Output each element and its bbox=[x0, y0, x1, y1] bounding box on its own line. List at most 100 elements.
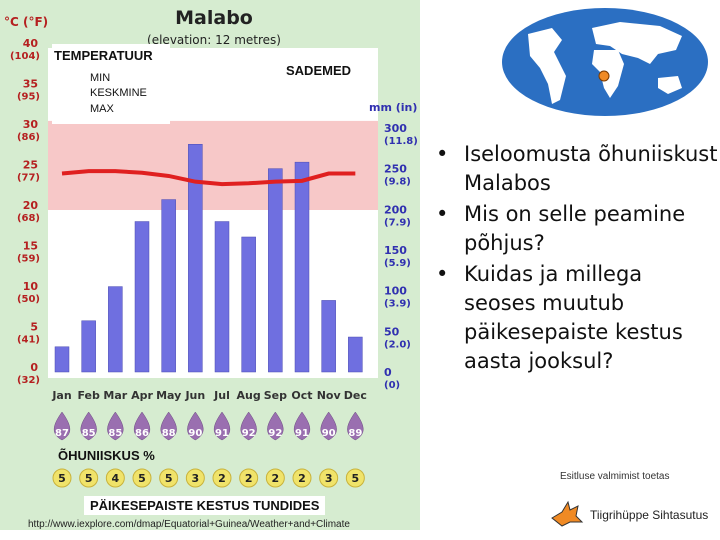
rainfall-bar bbox=[54, 346, 70, 373]
sunshine-circle bbox=[292, 468, 312, 488]
temp-tick-f: (68) bbox=[17, 213, 40, 224]
rain-tick-mm: 0 bbox=[384, 366, 392, 379]
rain-tick-in: (9.8) bbox=[384, 177, 411, 188]
chart-subtitle: (elevation: 12 metres) bbox=[147, 33, 281, 47]
sunshine-circle bbox=[239, 468, 259, 488]
humidity-value: 86 bbox=[135, 428, 149, 439]
temp-tick-f: (41) bbox=[17, 335, 40, 346]
sunshine-circle bbox=[212, 468, 232, 488]
sunshine-circle bbox=[105, 468, 125, 488]
source-url[interactable]: http://www.iexplore.com/dmap/Equatorial+… bbox=[28, 519, 350, 530]
rain-tick-in: (2.0) bbox=[384, 339, 411, 350]
rainfall-bar bbox=[108, 286, 123, 373]
tiger-icon bbox=[551, 500, 584, 527]
month-label: May bbox=[156, 389, 181, 402]
rain-tick-mm: 250 bbox=[384, 163, 407, 176]
temp-tick-f: (86) bbox=[17, 132, 40, 143]
rain-tick-mm: 100 bbox=[384, 285, 407, 298]
sunshine-circle bbox=[52, 468, 72, 488]
temp-tick-c: 35 bbox=[23, 78, 38, 91]
month-label: Dec bbox=[344, 389, 367, 402]
legend-keskmine: KESKMINE bbox=[90, 87, 147, 99]
sunshine-value: 2 bbox=[298, 472, 306, 485]
sunshine-value: 5 bbox=[138, 472, 146, 485]
rain-tick-in: (5.9) bbox=[384, 258, 411, 269]
rain-tick-mm: 150 bbox=[384, 244, 407, 257]
temperature-axis: 40(104)35(95)30(86)25(77)20(68)15(59)10(… bbox=[10, 37, 40, 386]
humidity-drop bbox=[133, 411, 151, 441]
humidity-value: 85 bbox=[82, 428, 96, 439]
humidity-value: 87 bbox=[55, 428, 69, 439]
sunshine-circle bbox=[185, 468, 205, 488]
humidity-drop bbox=[293, 411, 311, 441]
label-paikesepaiste: PÄIKESEPAISTE KESTUS TUNDIDES bbox=[84, 496, 326, 515]
map-land-europe-asia bbox=[592, 22, 682, 64]
question-item: Mis on selle peamine põhjus? bbox=[432, 200, 718, 258]
humidity-value: 92 bbox=[242, 428, 256, 439]
question-item: Iseloomusta õhuniiskust Malabos bbox=[432, 140, 718, 198]
humidity-value: 85 bbox=[108, 428, 122, 439]
rainfall-bar bbox=[161, 199, 176, 373]
temp-tick-f: (77) bbox=[17, 173, 40, 184]
humidity-drop bbox=[53, 411, 71, 441]
temperature-range-band bbox=[48, 120, 378, 210]
temp-tick-c: 0 bbox=[30, 361, 38, 374]
rain-unit-label: mm (in) bbox=[369, 101, 417, 114]
rainfall-bar bbox=[134, 221, 150, 373]
sunshine-circle bbox=[265, 468, 285, 488]
humidity-drop bbox=[267, 411, 284, 441]
rainfall-bar bbox=[321, 300, 336, 373]
humidity-drop bbox=[107, 411, 124, 441]
sunshine-circle bbox=[319, 468, 339, 488]
month-label: Oct bbox=[291, 389, 312, 402]
temp-tick-f: (59) bbox=[17, 254, 40, 265]
month-label: Jul bbox=[213, 389, 230, 402]
humidity-drop bbox=[80, 411, 97, 441]
sunshine-circle bbox=[345, 468, 365, 488]
month-label: Nov bbox=[317, 389, 342, 402]
sunshine-value: 5 bbox=[58, 472, 66, 485]
rainfall-bar bbox=[188, 144, 203, 373]
rain-tick-mm: 300 bbox=[384, 122, 407, 135]
humidity-value: 90 bbox=[188, 428, 202, 439]
rain-tick-in: (0) bbox=[384, 380, 400, 391]
sunshine-value: 5 bbox=[85, 472, 93, 485]
temp-tick-c: 5 bbox=[30, 321, 38, 334]
temp-tick-f: (32) bbox=[17, 375, 40, 386]
sunshine-value: 2 bbox=[272, 472, 280, 485]
legend-box bbox=[52, 44, 170, 124]
humidity-drop bbox=[347, 411, 364, 441]
question-item: Kuidas ja millega seoses muutub päikesep… bbox=[432, 260, 718, 376]
month-label: Feb bbox=[77, 389, 100, 402]
sunshine-circle bbox=[79, 468, 99, 488]
sunshine-value: 2 bbox=[245, 472, 253, 485]
sunshine-circle bbox=[159, 468, 179, 488]
rain-tick-mm: 50 bbox=[384, 325, 400, 338]
month-label: Mar bbox=[103, 389, 127, 402]
month-label: Jun bbox=[184, 389, 205, 402]
label-ohuniiskus: ÕHUNIISKUS % bbox=[58, 448, 155, 463]
month-label: Aug bbox=[237, 389, 261, 402]
malabo-marker bbox=[598, 70, 610, 82]
temp-tick-c: 40 bbox=[23, 37, 39, 50]
temp-tick-c: 20 bbox=[23, 199, 39, 212]
question-list: Iseloomusta õhuniiskust Malabos Mis on s… bbox=[432, 140, 718, 378]
tiger-logo bbox=[551, 500, 584, 527]
humidity-drop bbox=[187, 411, 204, 441]
sunshine-value: 2 bbox=[218, 472, 226, 485]
temp-tick-c: 30 bbox=[23, 118, 39, 131]
humidity-value: 88 bbox=[162, 428, 176, 439]
temp-tick-f: (50) bbox=[17, 294, 40, 305]
rainfall-bar bbox=[241, 236, 256, 373]
humidity-value: 91 bbox=[215, 428, 229, 439]
label-sademed: SADEMED bbox=[280, 60, 358, 81]
humidity-drop bbox=[240, 411, 257, 441]
rainfall-bar bbox=[348, 336, 363, 373]
humidity-value: 90 bbox=[322, 428, 336, 439]
sunshine-row: 5 5 4 5 5 3 2 2 2 2 3 5 bbox=[52, 468, 365, 488]
sunshine-value: 3 bbox=[325, 472, 333, 485]
rainfall-bar bbox=[294, 161, 310, 373]
legend-temperatuur: TEMPERATUUR bbox=[54, 48, 153, 63]
humidity-value: 91 bbox=[295, 428, 309, 439]
